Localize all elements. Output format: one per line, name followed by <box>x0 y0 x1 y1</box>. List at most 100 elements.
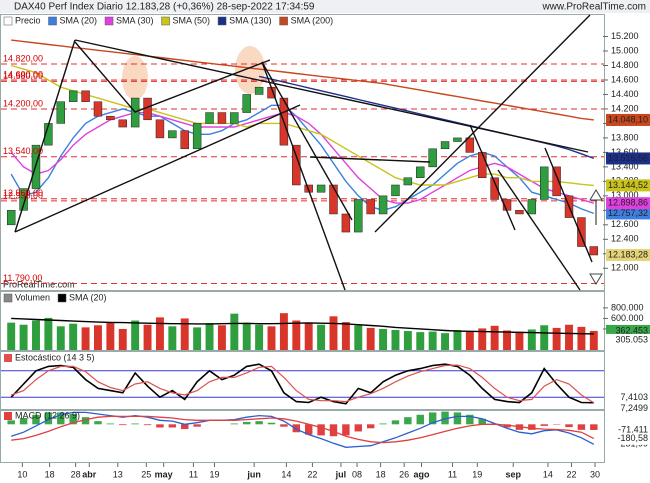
x-tick-label: sep <box>505 469 521 479</box>
legend-label: SMA (200) <box>291 15 334 25</box>
legend-label: Volumen <box>15 292 50 302</box>
y-tick-label: 13.600 <box>611 147 639 157</box>
volume-bar <box>465 331 474 350</box>
x-tick-label: 14 <box>281 469 291 479</box>
histogram-bar <box>119 424 127 426</box>
histogram-bar <box>32 414 40 425</box>
x-tick-label: abr <box>82 469 97 479</box>
value-box-label: 305.053 <box>615 334 648 344</box>
value-box-label: 12.183,28 <box>608 249 648 259</box>
value-box <box>606 324 650 337</box>
legend-swatch <box>4 354 12 362</box>
y-tick-label: 14.800 <box>611 60 639 70</box>
y-tick-label: 800.000 <box>611 302 644 312</box>
histogram-bar <box>590 424 598 430</box>
y-tick-label: 14.400 <box>611 89 639 99</box>
value-box-label: 12.898,86 <box>608 198 648 208</box>
histogram-bar <box>342 424 350 436</box>
volume-bar <box>69 323 78 350</box>
source: ProRealTime.com <box>3 279 75 289</box>
y-tick-label: 13.000 <box>611 190 639 200</box>
legend-swatch <box>48 16 57 26</box>
value-box <box>606 179 650 192</box>
candle <box>168 130 177 139</box>
histogram-bar <box>7 420 15 425</box>
candle <box>192 123 202 150</box>
x-tick-label: 25 <box>141 469 151 479</box>
x-tick-label: may <box>155 469 173 479</box>
histogram-bar <box>143 424 152 426</box>
value-box <box>606 197 650 210</box>
volume-bar <box>589 330 598 350</box>
value-box <box>606 333 650 346</box>
level-label: 12.960,00 <box>3 188 43 198</box>
x-tick-label: 13 <box>113 469 123 479</box>
candle <box>440 141 450 150</box>
line <box>10 364 595 404</box>
histogram-bar <box>416 414 424 425</box>
histogram-bar <box>329 424 338 437</box>
level-label: 12.930,00 <box>3 190 43 200</box>
candle <box>56 101 65 124</box>
volume-bar <box>143 324 152 350</box>
volume-bar <box>217 325 226 350</box>
volume-bar <box>329 316 338 350</box>
x-tick-label: 10 <box>17 469 27 479</box>
panel-title: Estocástico (14 3 5) <box>15 352 95 362</box>
histogram-bar <box>243 421 251 425</box>
level-label: 11.790,00 <box>3 273 42 283</box>
candle <box>316 184 326 193</box>
level-label: 14.200,00 <box>3 98 43 108</box>
site: www.ProRealTime.com <box>541 2 646 13</box>
histogram-bar <box>366 424 375 429</box>
y-tick-label: 15.200 <box>611 31 639 41</box>
value-box <box>606 113 650 126</box>
histogram-bar <box>94 421 102 425</box>
legend-swatch <box>104 16 114 26</box>
value-box-label: 12.757,32 <box>608 208 648 218</box>
candle <box>230 112 239 124</box>
x-tick-label: 30 <box>590 469 600 479</box>
legend-swatch <box>217 16 227 26</box>
histogram-bar <box>478 418 486 425</box>
histogram-bar <box>168 424 177 428</box>
legend-label: SMA (130) <box>229 15 272 25</box>
histogram-bar <box>428 412 437 425</box>
line <box>10 363 594 405</box>
legend-label: SMA (50) <box>173 15 211 25</box>
candle <box>354 199 363 233</box>
value-box-label: 362.453 <box>615 325 648 335</box>
histogram-bar <box>255 421 263 425</box>
value-box <box>606 402 650 415</box>
candle <box>540 166 549 200</box>
volume-bar <box>106 322 115 350</box>
trend-lines <box>14 14 593 291</box>
histogram-bar <box>453 412 462 425</box>
candle <box>428 148 437 168</box>
x-tick-label: 08 <box>352 469 362 479</box>
candle <box>6 210 16 226</box>
histogram-bar <box>57 412 65 425</box>
volume-bar <box>341 322 350 350</box>
volume-bar <box>19 324 28 350</box>
volume-bar <box>527 329 536 350</box>
candle <box>577 217 586 247</box>
candle <box>68 90 78 102</box>
histogram-bar <box>304 424 313 435</box>
volume-bar <box>168 326 177 350</box>
histogram-bar <box>391 420 400 425</box>
legend-swatch <box>3 16 13 26</box>
y-tick-label: 600.000 <box>611 313 644 323</box>
volume-bar <box>255 324 264 350</box>
line <box>11 39 594 121</box>
histogram-bar <box>379 423 387 425</box>
level-label: 14.580,00 <box>3 71 43 81</box>
header-bar <box>0 0 650 13</box>
value-box <box>606 152 650 165</box>
value-box <box>606 248 650 261</box>
candle <box>19 188 28 211</box>
x-tick-label: 11 <box>448 469 457 479</box>
legend-swatch <box>161 16 170 26</box>
volume-bar <box>32 320 40 350</box>
